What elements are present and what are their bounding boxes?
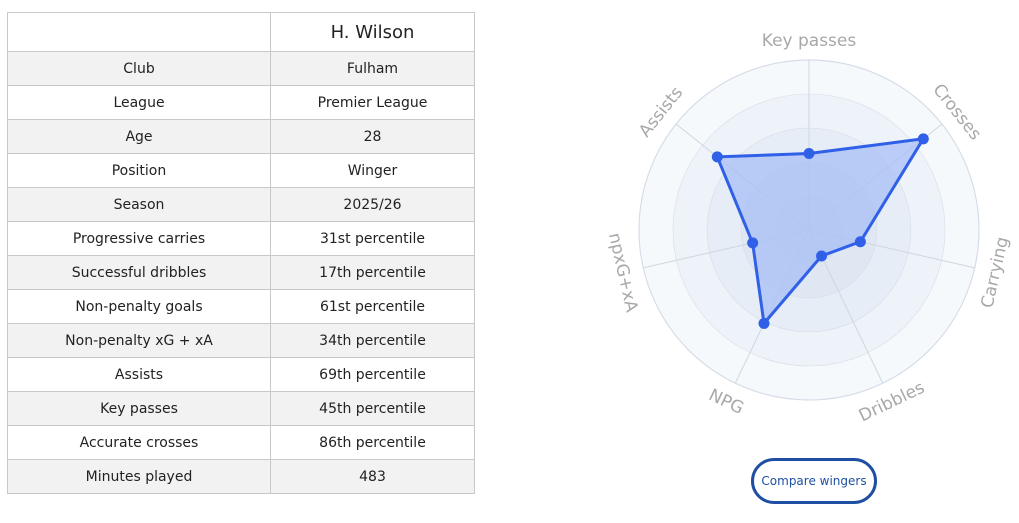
table-row: Non-penalty xG + xA 34th percentile <box>7 323 475 358</box>
stat-value: 69th percentile <box>270 357 475 392</box>
stat-value: 17th percentile <box>270 255 475 290</box>
table-header-row: H. Wilson <box>7 12 475 52</box>
stat-label: Club <box>7 51 271 86</box>
radar-data-point <box>758 317 770 329</box>
table-row: Season 2025/26 <box>7 187 475 222</box>
stat-value: 2025/26 <box>270 187 475 222</box>
stat-value: 31st percentile <box>270 221 475 256</box>
radar-data-point <box>854 236 866 248</box>
radar-data-point <box>747 237 759 249</box>
table-row: Position Winger <box>7 153 475 188</box>
stat-label: Minutes played <box>7 459 271 494</box>
stat-label: Age <box>7 119 271 154</box>
radar-axis-label: npxG+xA <box>604 231 642 315</box>
stat-label: Progressive carries <box>7 221 271 256</box>
table-row: League Premier League <box>7 85 475 120</box>
stat-value: 34th percentile <box>270 323 475 358</box>
stat-label: Non-penalty xG + xA <box>7 323 271 358</box>
stat-value: 61st percentile <box>270 289 475 324</box>
stat-label: Non-penalty goals <box>7 289 271 324</box>
radar-series-area <box>715 137 925 325</box>
radar-chart: Key passesCrossesCarryingDribblesNPGnpxG… <box>604 31 1013 426</box>
radar-axis-label: Carrying <box>977 235 1013 310</box>
table-body: Club Fulham League Premier League Age 28 Posit… <box>7 51 475 494</box>
player-name: H. Wilson <box>270 12 475 52</box>
stat-value: 45th percentile <box>270 391 475 426</box>
stat-label: Successful dribbles <box>7 255 271 290</box>
table-row: Age 28 <box>7 119 475 154</box>
radar-axis-label: NPG <box>706 385 747 419</box>
table-row: Club Fulham <box>7 51 475 86</box>
stat-label: Season <box>7 187 271 222</box>
table-row: Minutes played 483 <box>7 459 475 494</box>
table-row: Non-penalty goals 61st percentile <box>7 289 475 324</box>
table-row: Accurate crosses 86th percentile <box>7 425 475 460</box>
player-stats-table: H. Wilson Club Fulham League Premier League… <box>7 12 475 494</box>
stat-value: 28 <box>270 119 475 154</box>
stat-label: League <box>7 85 271 120</box>
stat-value: Premier League <box>270 85 475 120</box>
table-row: Progressive carries 31st percentile <box>7 221 475 256</box>
header-empty-cell <box>7 12 271 52</box>
stat-label: Assists <box>7 357 271 392</box>
stat-label: Accurate crosses <box>7 425 271 460</box>
stat-value[interactable]: Fulham <box>270 51 475 86</box>
compare-wingers-button[interactable]: Compare wingers <box>751 458 877 504</box>
radar-axis-label: Key passes <box>762 31 857 51</box>
table-row: Key passes 45th percentile <box>7 391 475 426</box>
radar-data-point <box>803 148 815 159</box>
radar-data-point <box>917 133 929 145</box>
stat-value: 86th percentile <box>270 425 475 460</box>
stat-label: Key passes <box>7 391 271 426</box>
radar-data-point <box>816 250 828 262</box>
radar-data-point <box>711 151 723 163</box>
table-row: Successful dribbles 17th percentile <box>7 255 475 290</box>
table-row: Assists 69th percentile <box>7 357 475 392</box>
stat-value: 483 <box>270 459 475 494</box>
stat-label: Position <box>7 153 271 188</box>
stat-value[interactable]: Winger <box>270 153 475 188</box>
